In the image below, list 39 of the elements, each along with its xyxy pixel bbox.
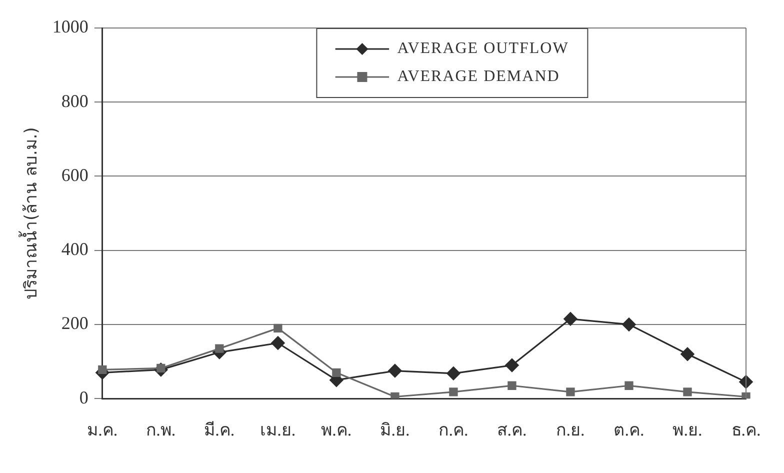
point — [739, 375, 753, 389]
y-tick-label: 200 — [61, 313, 88, 334]
point — [449, 388, 458, 396]
y-tick-label: 0 — [79, 387, 88, 408]
x-tick-label: ก.ค. — [438, 420, 468, 440]
x-tick-label: ก.ย. — [556, 420, 585, 440]
x-tick-label: ธ.ค. — [731, 420, 761, 440]
point — [624, 381, 634, 390]
point — [622, 318, 636, 332]
point — [683, 388, 692, 396]
x-tick-label: พ.ค. — [321, 420, 352, 440]
x-tick-label: พ.ย. — [672, 420, 702, 440]
point — [508, 381, 516, 390]
point — [446, 366, 460, 380]
point — [388, 364, 402, 378]
point — [566, 388, 575, 396]
point — [274, 324, 282, 333]
y-tick-label: 400 — [61, 239, 88, 260]
point — [332, 368, 341, 377]
y-tick-label: 1000 — [52, 16, 88, 37]
point — [271, 336, 285, 350]
x-tick-label: มี.ค. — [204, 420, 235, 440]
point — [564, 312, 578, 326]
x-tick-label: ม.ค. — [87, 420, 118, 440]
y-axis-title: ปริมาณน้ำ(ล้าน ลบ.ม.) — [18, 127, 42, 300]
x-tick-label: ต.ค. — [614, 420, 644, 440]
x-tick-label: เม.ย. — [260, 420, 296, 440]
point — [680, 347, 694, 361]
point — [390, 392, 400, 399]
y-tick-label: 800 — [61, 90, 88, 111]
x-tick-label: ก.พ. — [146, 420, 176, 440]
x-tick-label: มิ.ย. — [380, 420, 410, 440]
y-tick-label: 600 — [61, 164, 88, 185]
point — [742, 392, 750, 399]
legend-label: AVERAGE OUTFLOW — [397, 40, 569, 58]
point — [505, 358, 519, 372]
legend-label: AVERAGE DEMAND — [397, 68, 560, 86]
x-tick-label: ส.ค. — [497, 420, 527, 440]
point — [215, 344, 224, 353]
